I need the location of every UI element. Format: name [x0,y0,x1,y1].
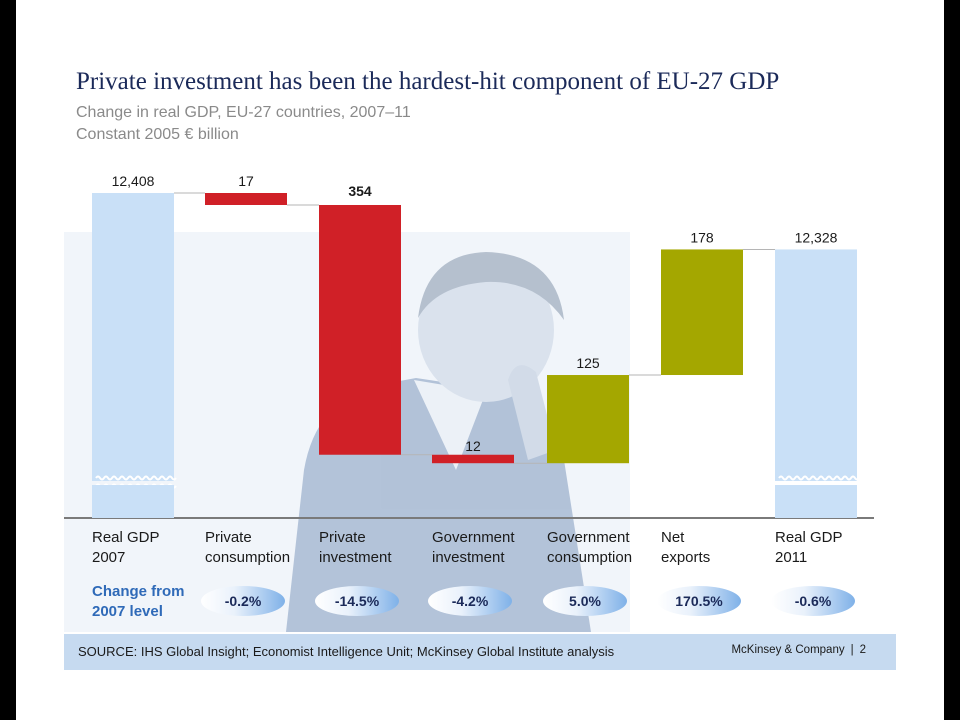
bar-6 [775,249,857,481]
bar-3 [432,454,514,464]
change-badge-shape [543,586,627,616]
bar-6-base [775,485,857,518]
category-label-3: Government investment [432,528,542,568]
category-label-2: Private investment [319,528,429,568]
category-label-0-line-0: Real GDP [92,529,160,546]
category-label-2-line-0: Private [319,529,366,546]
category-label-6: Real GDP 2011 [775,528,885,568]
change-value: -0.2% [224,593,262,609]
category-label-3-line-1: investment [432,549,505,566]
chart-title: Private investment has been the hardest-… [76,68,780,95]
chart-units: Constant 2005 € billion [76,126,239,143]
brand-name: McKinsey & Company [731,644,845,656]
category-label-1: Private consumption [205,528,315,568]
category-label-5-line-1: exports [661,549,711,566]
waterfall-chart: 12,408 17 354 12 125 178 12,328 [64,173,874,519]
category-label-5-line-0: Net [661,529,685,546]
footer-separator: | [850,644,854,656]
axis-break-0-0 [95,475,177,481]
bar-0-base [92,485,174,518]
category-label-0-line-1: 2007 [92,549,126,566]
change-value: -14.5% [334,593,380,609]
value-label-5: 178 [690,229,714,245]
value-label-2: 354 [348,183,372,199]
value-label-6: 12,328 [795,229,838,245]
category-label-4-line-0: Government [547,529,630,546]
chart-subtitle: Change in real GDP, EU-27 countries, 200… [76,104,411,121]
change-badge-5: -0.6% [771,586,855,616]
category-label-4-line-1: consumption [547,549,633,566]
change-badge-shape [201,586,285,616]
category-label-6-line-0: Real GDP [775,529,843,546]
slide: Private investment has been the hardest-… [16,0,944,720]
category-label-3-line-0: Government [432,529,515,546]
footer-branding: McKinsey & Company | 2 [731,644,866,656]
axis-break-6-0 [778,475,860,481]
category-label-2-line-1: investment [319,549,392,566]
source-note: SOURCE: IHS Global Insight; Economist In… [78,644,615,659]
value-label-1: 17 [238,173,254,189]
change-value: 5.0% [569,593,601,609]
change-badge-0: -0.2% [201,586,285,616]
value-label-3: 12 [465,438,481,454]
change-value: -4.2% [451,593,489,609]
change-value: 170.5% [675,593,723,609]
bar-1 [205,193,287,205]
category-label-4: Government consumption [547,528,657,568]
bar-2 [319,204,401,455]
bar-4 [547,375,629,464]
value-label-4: 125 [576,355,600,371]
category-label-1-line-1: consumption [205,549,291,566]
change-row-title-line2: 2007 level [92,603,163,620]
change-badge-1: -14.5% [315,586,399,616]
change-row-title: Change from 2007 level [92,582,212,622]
page-number: 2 [859,644,866,656]
change-badge-shape [771,586,855,616]
bar-5 [661,249,743,376]
change-badge-2: -4.2% [428,586,512,616]
change-badge-shape [315,586,399,616]
change-badge-shape [657,586,741,616]
change-badge-4: 170.5% [657,586,741,616]
category-label-0: Real GDP 2007 [92,528,202,568]
category-label-5: Net exports [661,528,771,568]
change-row-title-line1: Change from [92,583,185,600]
change-badge-shape [428,586,512,616]
category-label-1-line-0: Private [205,529,252,546]
change-badge-3: 5.0% [543,586,627,616]
footer: SOURCE: IHS Global Insight; Economist In… [64,634,896,670]
category-label-6-line-1: 2011 [775,549,808,566]
change-value: -0.6% [794,593,832,609]
bar-0 [92,193,174,481]
value-label-0: 12,408 [112,173,155,189]
